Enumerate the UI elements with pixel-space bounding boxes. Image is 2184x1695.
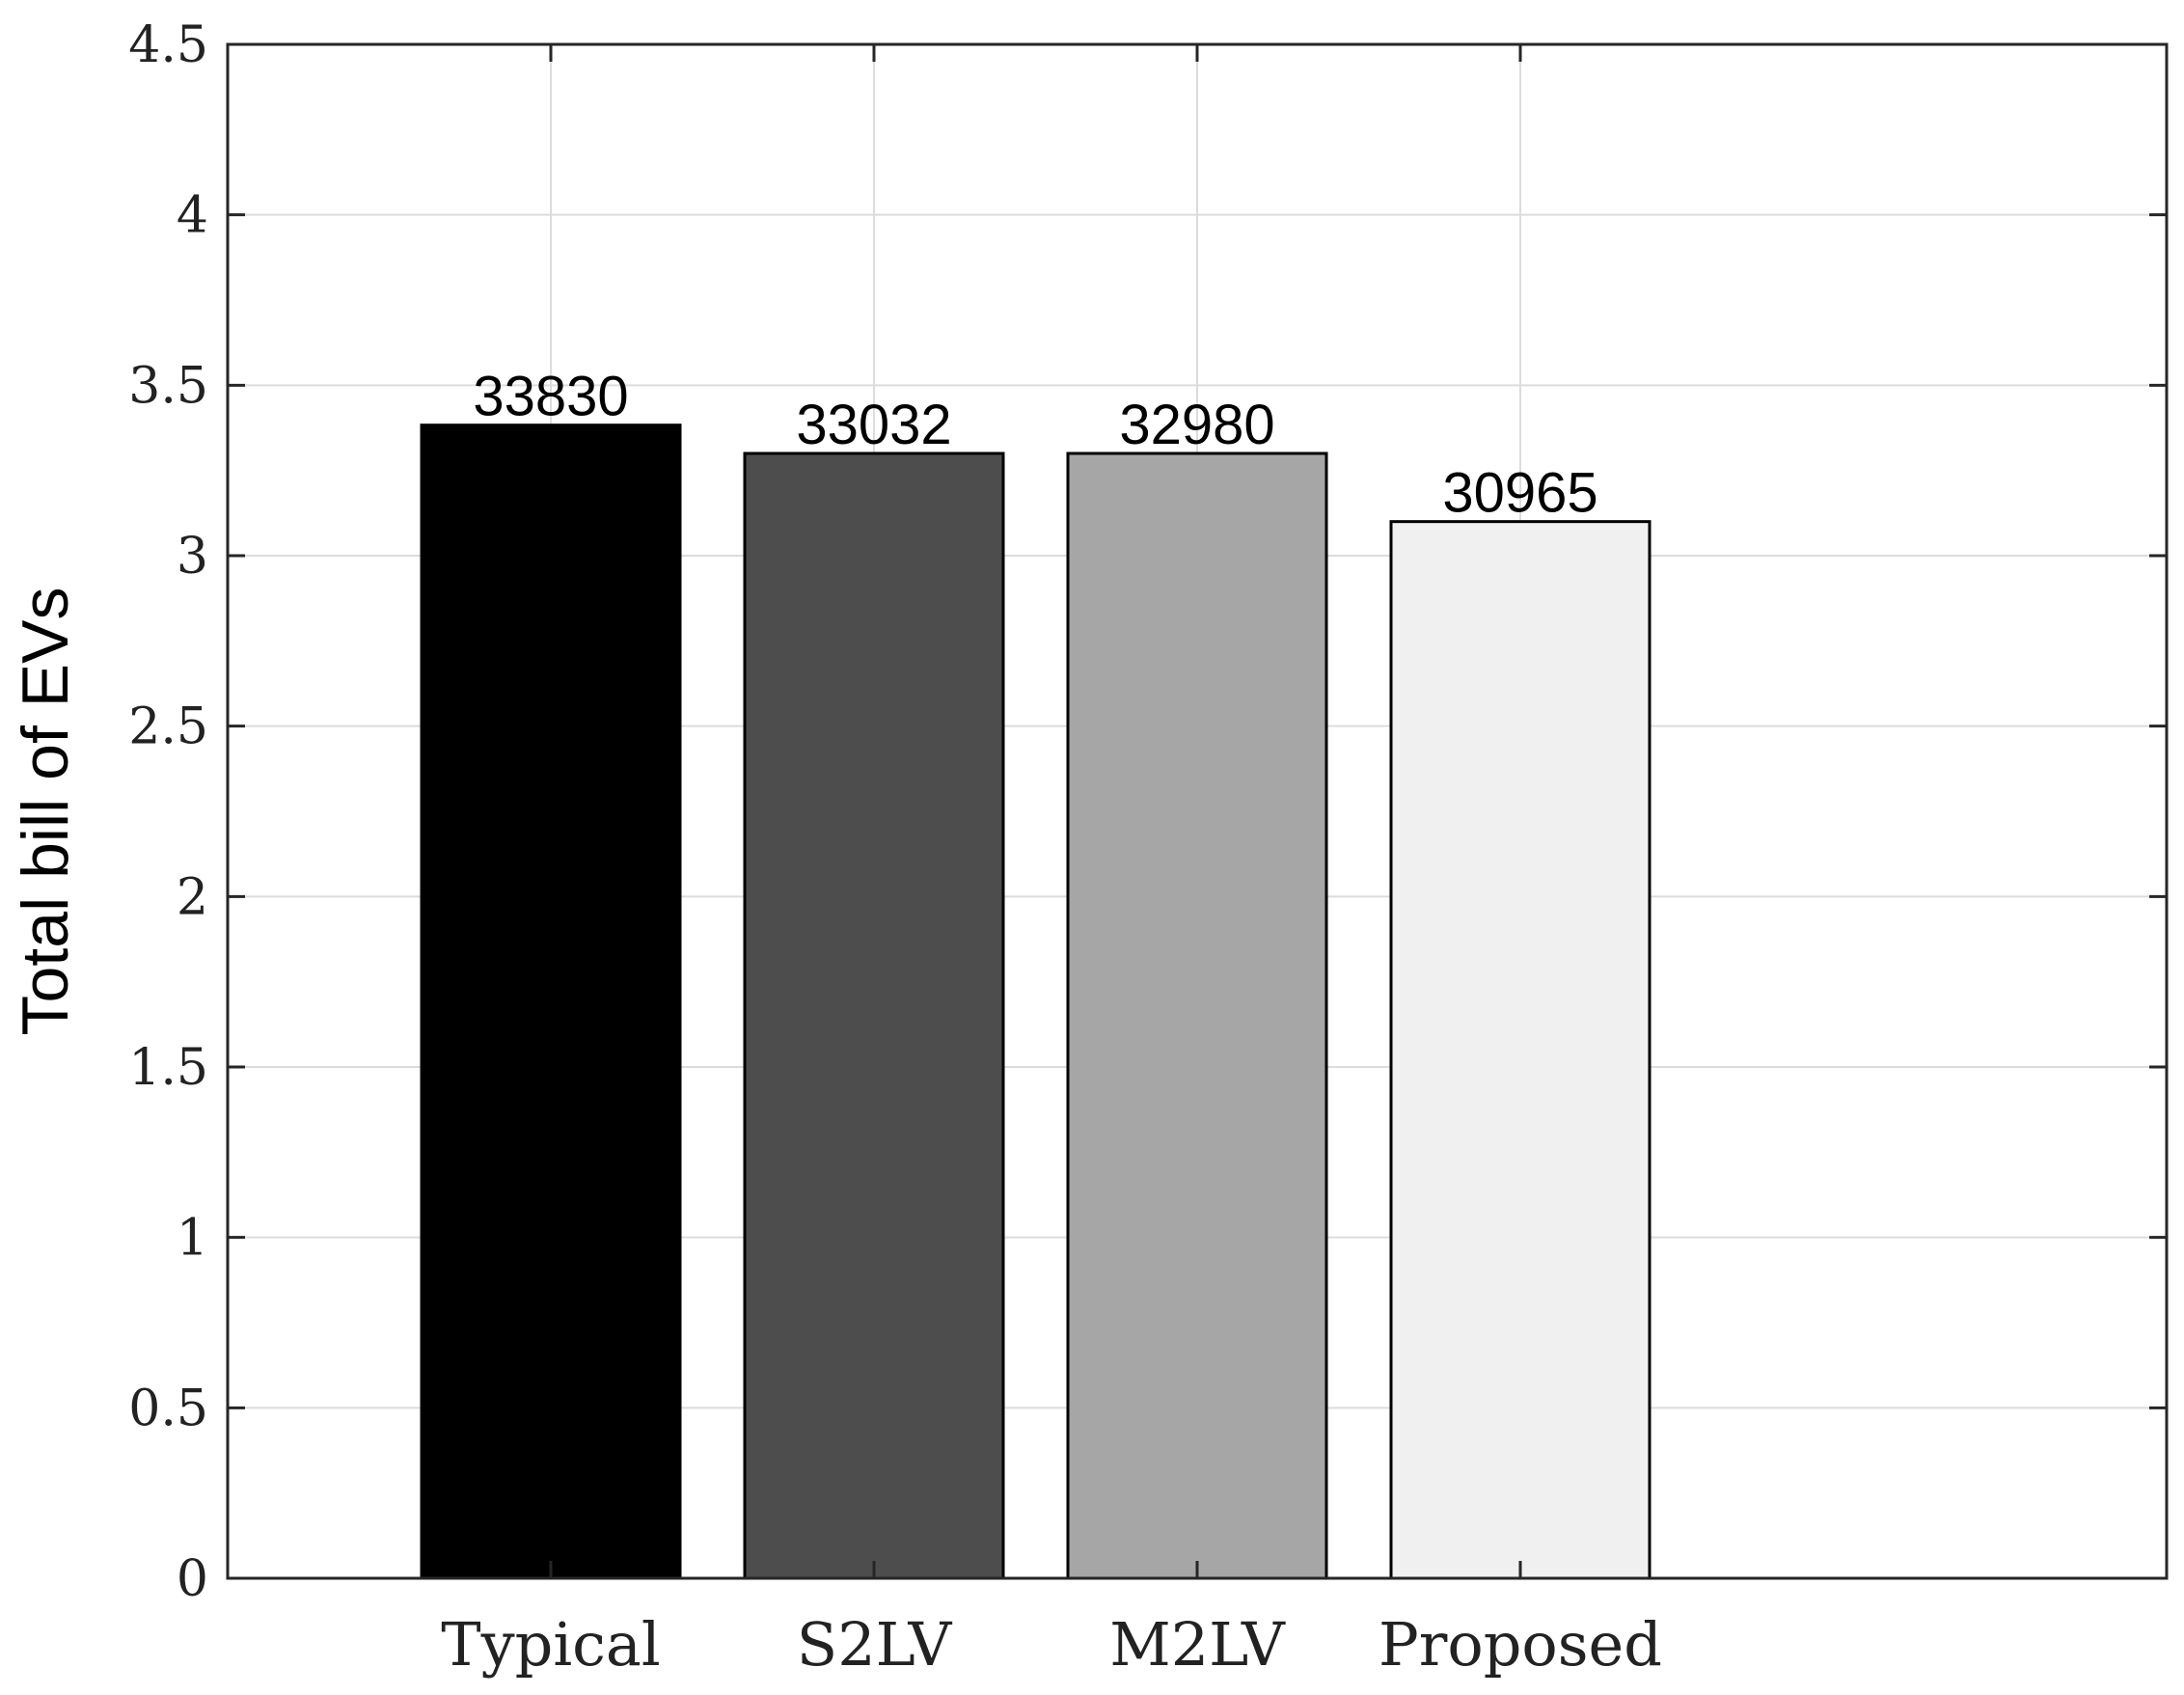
- bar-typical: [420, 424, 682, 1580]
- y-tick-label: 0.5: [128, 1380, 208, 1437]
- y-axis-tick-labels: 0 0.5 1 1.5 2 2.5 3 3.5 4 4.5: [128, 16, 208, 1608]
- x-category-label: M2LV: [1109, 1609, 1286, 1680]
- bar-value-label: 33032: [796, 394, 951, 456]
- y-tick-label: 3: [177, 528, 208, 586]
- y-tick-label: 0: [177, 1550, 208, 1608]
- y-tick-label: 4.5: [128, 16, 208, 74]
- y-tick-label: 1.5: [128, 1039, 208, 1097]
- y-tick-label: 2.5: [128, 698, 208, 756]
- y-axis-title: Total bill of EVs: [9, 588, 82, 1036]
- bar-value-labels: 33830 33032 32980 30965: [473, 366, 1597, 525]
- y-tick-label: 2: [177, 868, 208, 926]
- bars: [420, 424, 1652, 1580]
- y-tick-label: 1: [177, 1210, 208, 1268]
- bar-value-label: 30965: [1442, 462, 1597, 525]
- bar-value-label: 33830: [473, 366, 628, 428]
- x-axis-category-labels: Typical S2LV M2LV Proposed: [441, 1609, 1662, 1680]
- y-tick-label: 3.5: [128, 357, 208, 415]
- bar-proposed: [1389, 520, 1652, 1580]
- axis-ticks: [228, 42, 2167, 1580]
- x-category-label: S2LV: [797, 1609, 953, 1680]
- bar-s2lv: [743, 451, 1005, 1580]
- bar-value-label: 32980: [1119, 394, 1274, 456]
- bar-m2lv: [1066, 451, 1328, 1580]
- x-category-label: Proposed: [1379, 1609, 1662, 1680]
- y-tick-label: 4: [177, 187, 208, 245]
- x-category-label: Typical: [441, 1609, 660, 1680]
